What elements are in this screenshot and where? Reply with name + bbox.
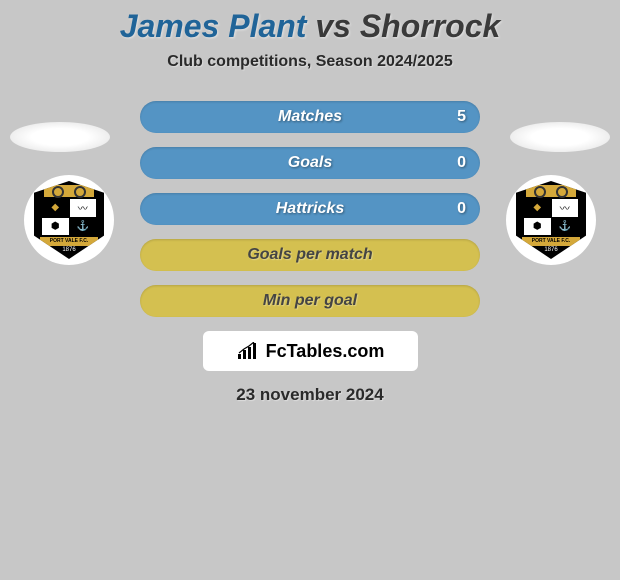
stat-row-goals-per-match: Goals per match: [140, 239, 480, 271]
stat-right-value: 0: [420, 193, 480, 225]
player2-name: Shorrock: [360, 8, 500, 44]
stat-left-value: [140, 147, 200, 179]
stat-row-min-per-goal: Min per goal: [140, 285, 480, 317]
logo-text: FcTables.com: [266, 341, 385, 362]
stat-row-goals: Goals 0: [140, 147, 480, 179]
stat-row-hattricks: Hattricks 0: [140, 193, 480, 225]
date-text: 23 november 2024: [0, 385, 620, 405]
stat-left-value: [140, 239, 200, 271]
stat-left-value: [140, 101, 200, 133]
fctables-logo[interactable]: FcTables.com: [203, 331, 418, 371]
player1-photo: [10, 122, 110, 152]
player1-club-badge: ◆ 〰 ⬢ ⚓ PORT VALE F.C. 1876: [24, 175, 114, 265]
player1-name: James Plant: [120, 8, 307, 44]
stat-right-value: [420, 285, 480, 317]
player2-club-badge: ◆ 〰 ⬢ ⚓ PORT VALE F.C. 1876: [506, 175, 596, 265]
stats-list: Matches 5 Goals 0 Hattricks 0 Goals per …: [140, 101, 480, 317]
subtitle: Club competitions, Season 2024/2025: [0, 53, 620, 71]
stat-right-value: 5: [420, 101, 480, 133]
page-title: James Plant vs Shorrock: [0, 8, 620, 45]
chart-icon: [236, 342, 260, 360]
player2-photo: [510, 122, 610, 152]
stat-right-value: 0: [420, 147, 480, 179]
stat-left-value: [140, 193, 200, 225]
stat-right-value: [420, 239, 480, 271]
stat-row-matches: Matches 5: [140, 101, 480, 133]
comparison-widget: James Plant vs Shorrock Club competition…: [0, 0, 620, 405]
stat-left-value: [140, 285, 200, 317]
vs-text: vs: [315, 8, 351, 44]
